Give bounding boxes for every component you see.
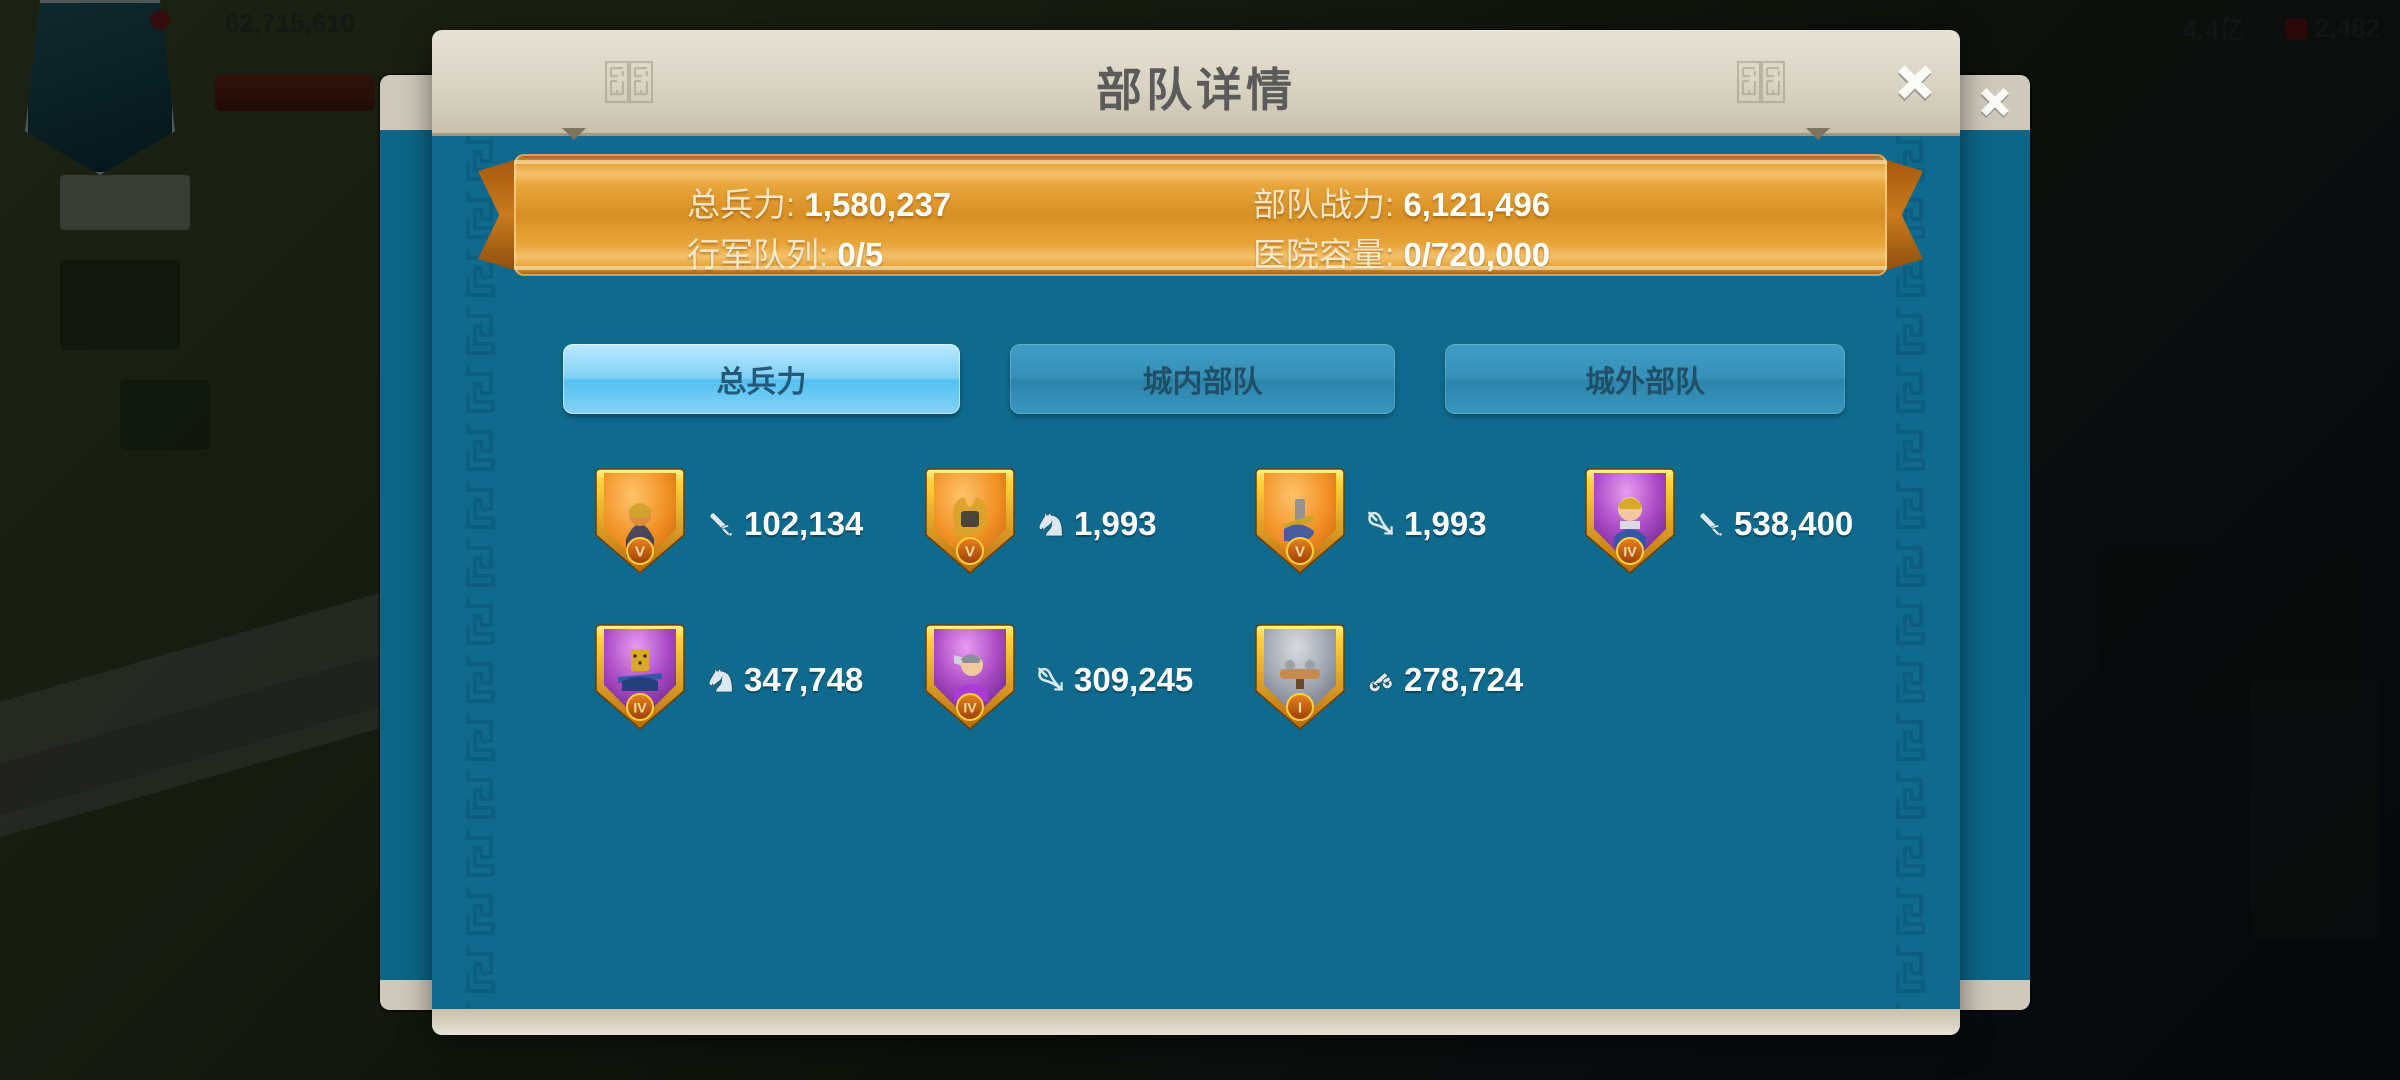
svg-text:V: V: [1295, 544, 1305, 561]
svg-text:IV: IV: [1623, 544, 1637, 560]
svg-text:IV: IV: [963, 700, 977, 716]
svg-text:I: I: [1298, 700, 1302, 717]
svg-text:V: V: [965, 544, 975, 561]
svg-text:V: V: [635, 544, 645, 561]
svg-text:IV: IV: [633, 700, 647, 716]
